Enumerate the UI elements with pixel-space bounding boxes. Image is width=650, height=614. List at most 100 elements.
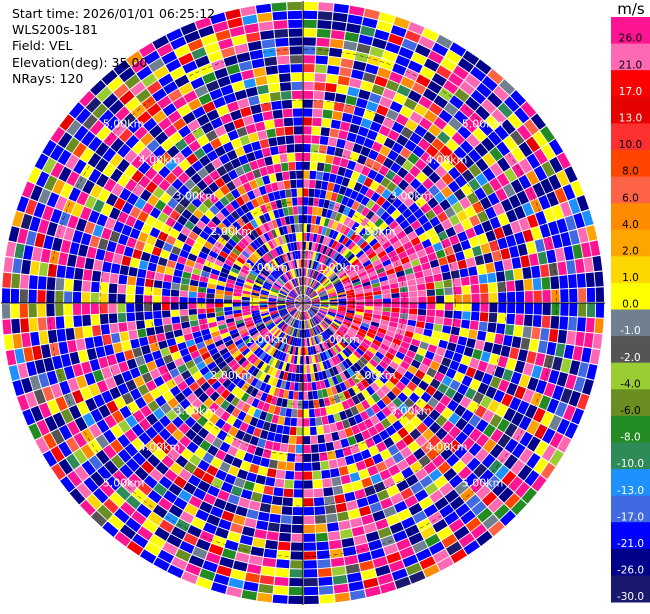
range-gate-cell	[299, 233, 303, 241]
range-gate-cell	[292, 525, 303, 533]
range-gate-cell	[180, 297, 188, 303]
range-gate-cell	[506, 281, 515, 292]
range-gate-cell	[289, 29, 302, 37]
range-gate-cell	[481, 351, 491, 362]
range-gate-cell	[436, 288, 445, 295]
range-gate-cell	[11, 289, 19, 303]
range-gate-cell	[303, 2, 318, 10]
range-gate-cell	[304, 525, 315, 533]
range-gate-cell	[331, 557, 345, 567]
range-gate-cell	[310, 162, 317, 170]
range-gate-cell	[299, 224, 303, 232]
range-gate-cell	[257, 85, 269, 95]
range-ring-label: 1.00km	[318, 333, 360, 346]
range-gate-cell	[304, 507, 314, 515]
range-gate-cell	[475, 255, 485, 265]
range-gate-cell	[558, 330, 568, 344]
range-gate-cell	[304, 445, 311, 453]
range-gate-cell	[294, 383, 299, 391]
range-gate-cell	[171, 290, 180, 297]
range-gate-cell	[442, 325, 451, 334]
range-gate-cell	[266, 66, 278, 75]
range-gate-cell	[464, 347, 474, 357]
range-gate-cell	[489, 303, 497, 313]
range-gate-cell	[47, 277, 56, 290]
range-gate-cell	[2, 273, 11, 288]
range-gate-cell	[356, 300, 364, 303]
range-gate-cell	[543, 290, 551, 302]
range-gate-cell	[391, 288, 400, 294]
range-gate-cell	[328, 531, 340, 540]
range-gate-cell	[350, 472, 361, 482]
range-gate-cell	[407, 279, 416, 286]
range-gate-cell	[132, 249, 142, 259]
range-gate-cell	[294, 135, 302, 143]
range-gate-cell	[274, 433, 282, 442]
range-gate-cell	[374, 307, 382, 311]
range-gate-cell	[188, 297, 196, 303]
range-gate-cell	[595, 318, 604, 333]
range-gate-cell	[249, 555, 263, 565]
range-gate-cell	[206, 308, 214, 313]
range-gate-cell	[153, 296, 161, 303]
range-gate-cell	[276, 172, 284, 181]
range-gate-cell	[433, 324, 442, 332]
range-gate-cell	[276, 425, 284, 434]
range-gate-cell	[335, 93, 346, 103]
range-gate-cell	[322, 118, 332, 127]
range-gate-cell	[350, 590, 366, 601]
range-gate-cell	[303, 46, 316, 54]
range-gate-cell	[241, 489, 253, 499]
range-gate-cell	[294, 480, 303, 488]
range-gate-cell	[374, 299, 382, 303]
range-gate-cell	[350, 518, 363, 528]
range-ring-label: 3.00km	[390, 189, 432, 202]
range-gate-cell	[56, 316, 65, 329]
range-gate-cell	[93, 260, 103, 271]
range-gate-cell	[289, 578, 303, 586]
range-gate-cell	[233, 296, 241, 300]
range-gate-cell	[283, 489, 293, 498]
range-gate-cell	[317, 29, 331, 38]
range-gate-cell	[550, 316, 559, 329]
range-gate-cell	[256, 520, 268, 530]
range-gate-cell	[303, 188, 309, 196]
range-gate-cell	[265, 440, 274, 449]
range-ring-label: 5.00km	[462, 118, 504, 131]
range-gate-cell	[418, 303, 426, 309]
range-gate-cell	[596, 303, 604, 318]
range-gate-cell	[338, 76, 350, 86]
range-gate-cell	[433, 274, 442, 282]
range-gate-cell	[303, 206, 308, 214]
colorbar-tick-label: 0.0	[622, 299, 639, 311]
range-gate-cell	[276, 47, 289, 56]
range-gate-cell	[291, 64, 303, 72]
range-gate-cell	[255, 76, 267, 86]
range-gate-cell	[320, 136, 329, 145]
range-ring-label: 2.00km	[354, 369, 396, 382]
range-gate-cell	[509, 347, 519, 359]
range-gate-cell	[206, 303, 214, 308]
range-gate-cell	[359, 506, 371, 517]
range-gate-cell	[477, 361, 488, 372]
range-gate-cell	[281, 91, 292, 100]
range-gate-cell	[109, 304, 117, 314]
range-gate-cell	[426, 282, 435, 289]
range-gate-cell	[180, 291, 188, 298]
range-gate-cell	[321, 181, 328, 190]
range-gate-cell	[289, 436, 296, 444]
range-gate-cell	[518, 244, 528, 257]
range-gate-cell	[317, 38, 330, 47]
range-gate-cell	[418, 290, 427, 296]
range-gate-cell	[324, 164, 332, 173]
range-gate-cell	[254, 529, 267, 539]
range-gate-cell	[117, 294, 125, 303]
range-gate-cell	[29, 318, 38, 332]
range-gate-cell	[286, 408, 292, 417]
range-gate-cell	[382, 311, 391, 316]
range-gate-cell	[332, 21, 347, 31]
range-gate-cell	[328, 137, 337, 146]
range-gate-cell	[325, 155, 334, 164]
